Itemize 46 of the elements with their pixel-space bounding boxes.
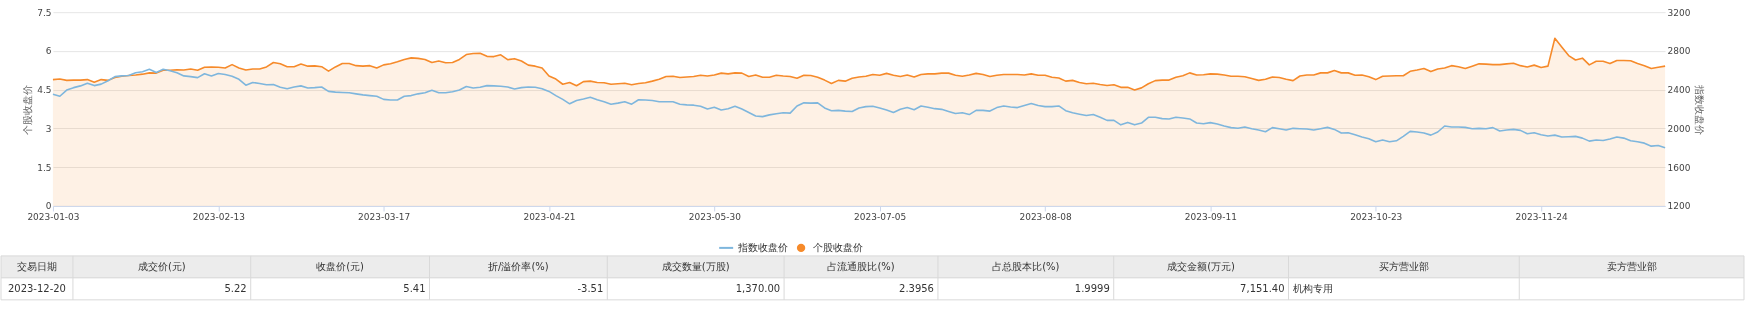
text: 7,151.40 [1240,282,1285,294]
text: 买方营业部 [1378,260,1429,272]
text: 2023-12-20 [7,282,66,294]
text: 机构专用 [1292,282,1333,294]
x-tick-label: 2023-02-13 [192,212,245,223]
y2-tick-label: 1200 [1667,201,1691,212]
line-series [52,68,1666,149]
y2-tick-label: 3200 [1667,7,1691,18]
y-axis-title: 个股收盘价 [22,84,34,135]
text: 1,370.00 [735,282,781,294]
y2-tick-label: 1600 [1667,162,1691,173]
x-tick-label: 2023-08-08 [1019,212,1072,223]
y2-tick-label: 2000 [1667,123,1691,134]
text: 折/溢价率(%) [488,260,549,272]
y-tick-label: 7.5 [37,7,52,18]
legend-label: 指数收盘价 [737,241,789,253]
legend-label: 个股收盘价 [813,241,864,253]
text: 1.9999 [1074,282,1110,294]
x-tick-label: 2023-07-05 [854,212,907,223]
text: 卖方营业部 [1606,260,1657,272]
text: 5.41 [403,282,426,294]
text: 成交金额(万元) [1167,260,1236,272]
x-tick-label: 2023-05-30 [688,212,742,223]
y2-tick-label: 2400 [1667,85,1691,96]
x-tick-label: 2023-09-11 [1184,212,1237,223]
y2-axis-title: 指数收盘价 [1694,83,1706,135]
x-tick-label: 2023-04-21 [523,212,576,223]
x-tick-label: 2023-11-24 [1515,212,1568,223]
x-tick-label: 2023-10-23 [1350,212,1403,223]
text: 交易日期 [16,260,57,272]
y-tick-label: 3 [45,123,52,134]
text: 收盘价(元) [316,260,365,272]
text: 占流通股比(%) [827,260,895,272]
text: 占总股本比(%) [992,260,1060,272]
text: 2.3956 [899,282,934,294]
y-tick-label: 6 [45,46,52,57]
x-tick-label: 2023-03-17 [358,212,411,223]
x-tick-label: 2023-01-03 [27,212,80,223]
y2-tick-label: 2800 [1667,46,1691,57]
y-tick-label: 0 [45,201,52,212]
text: 成交价(元) [137,260,186,272]
text: -3.51 [577,282,604,294]
text: 成交数量(万股) [661,260,730,272]
text: 5.22 [224,282,247,294]
y-tick-label: 4.5 [37,85,52,96]
y-tick-label: 1.5 [37,162,52,173]
